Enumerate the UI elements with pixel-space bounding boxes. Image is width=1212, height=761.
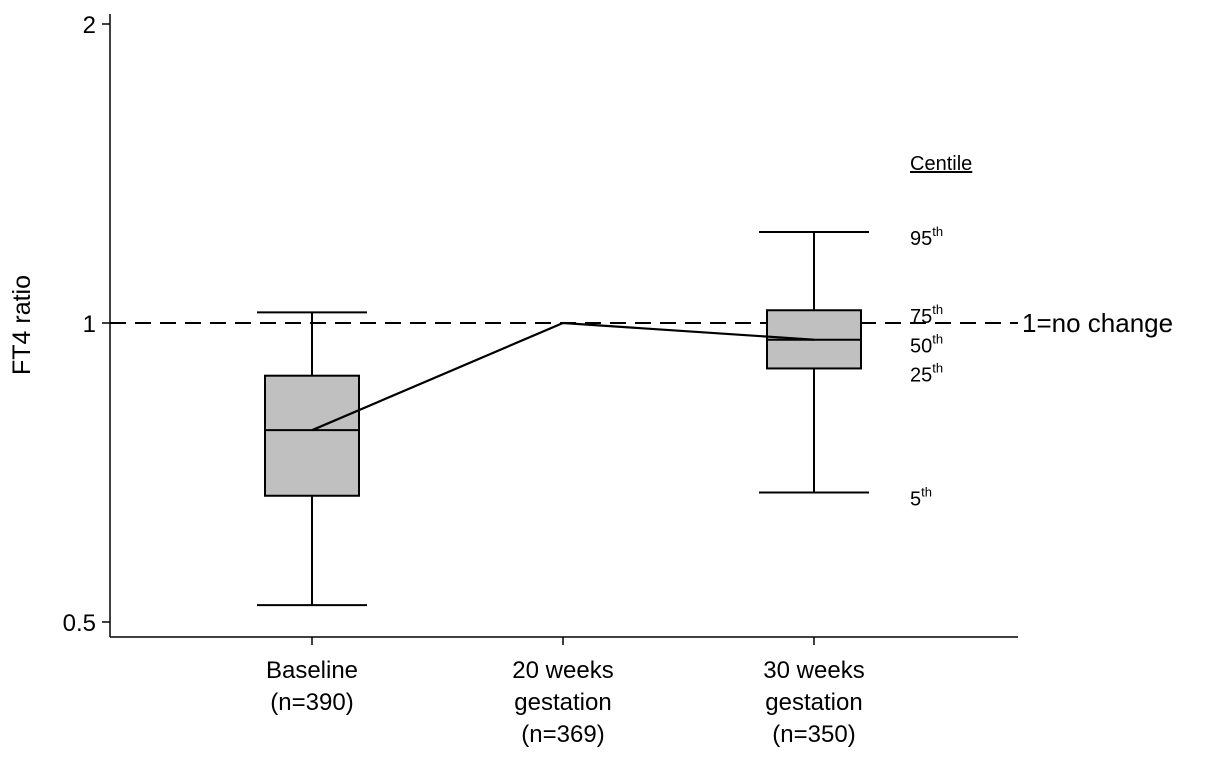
y-tick-label: 1 bbox=[83, 311, 96, 338]
centile-suffix: th bbox=[921, 485, 932, 500]
y-axis-title: FT4 ratio bbox=[8, 275, 36, 375]
box-plot bbox=[257, 311, 367, 607]
centile-number: 50 bbox=[910, 336, 932, 358]
median-trend-line bbox=[311, 321, 815, 432]
category-label-line: 30 weeks bbox=[763, 657, 864, 684]
category-label: Baseline (n=390) bbox=[266, 657, 358, 716]
category-label-line: gestation bbox=[514, 689, 611, 716]
iqr-box bbox=[264, 374, 360, 497]
centile-label: 75th bbox=[910, 302, 943, 328]
centile-suffix: th bbox=[932, 360, 943, 375]
category-label-line: 20 weeks bbox=[512, 657, 613, 684]
centile-label: 25th bbox=[910, 360, 943, 386]
centile-label: 5th bbox=[910, 485, 932, 511]
category-label-line: (n=369) bbox=[521, 721, 604, 748]
box-plot bbox=[759, 230, 869, 494]
centile-label: 95th bbox=[910, 224, 943, 250]
centile-number: 75 bbox=[910, 306, 932, 328]
centile-number: 5 bbox=[910, 489, 921, 511]
category-label-line: gestation bbox=[765, 689, 862, 716]
centile-number: 25 bbox=[910, 364, 932, 386]
centile-label: 50th bbox=[910, 332, 943, 358]
centile-legend-title: Centile bbox=[910, 153, 972, 175]
category-label: 30 weeks gestation (n=350) bbox=[763, 657, 864, 748]
centile-suffix: th bbox=[932, 302, 943, 317]
reference-line-label: 1=no change bbox=[1022, 308, 1173, 338]
category-label-line: (n=390) bbox=[270, 689, 353, 716]
chart-plot-area bbox=[110, 230, 1018, 607]
category-label-line: Baseline bbox=[266, 657, 358, 684]
centile-suffix: th bbox=[932, 224, 943, 239]
centile-number: 95 bbox=[910, 228, 932, 250]
category-label-line: (n=350) bbox=[772, 721, 855, 748]
y-tick-label: 0.5 bbox=[63, 610, 96, 637]
category-label: 20 weeks gestation (n=369) bbox=[512, 657, 613, 748]
chart-axes: 0.5 1 2 FT4 ratio Baseline (n=390) 20 weeks ges… bbox=[8, 12, 1018, 748]
y-tick-label: 2 bbox=[83, 12, 96, 39]
centile-suffix: th bbox=[932, 332, 943, 347]
